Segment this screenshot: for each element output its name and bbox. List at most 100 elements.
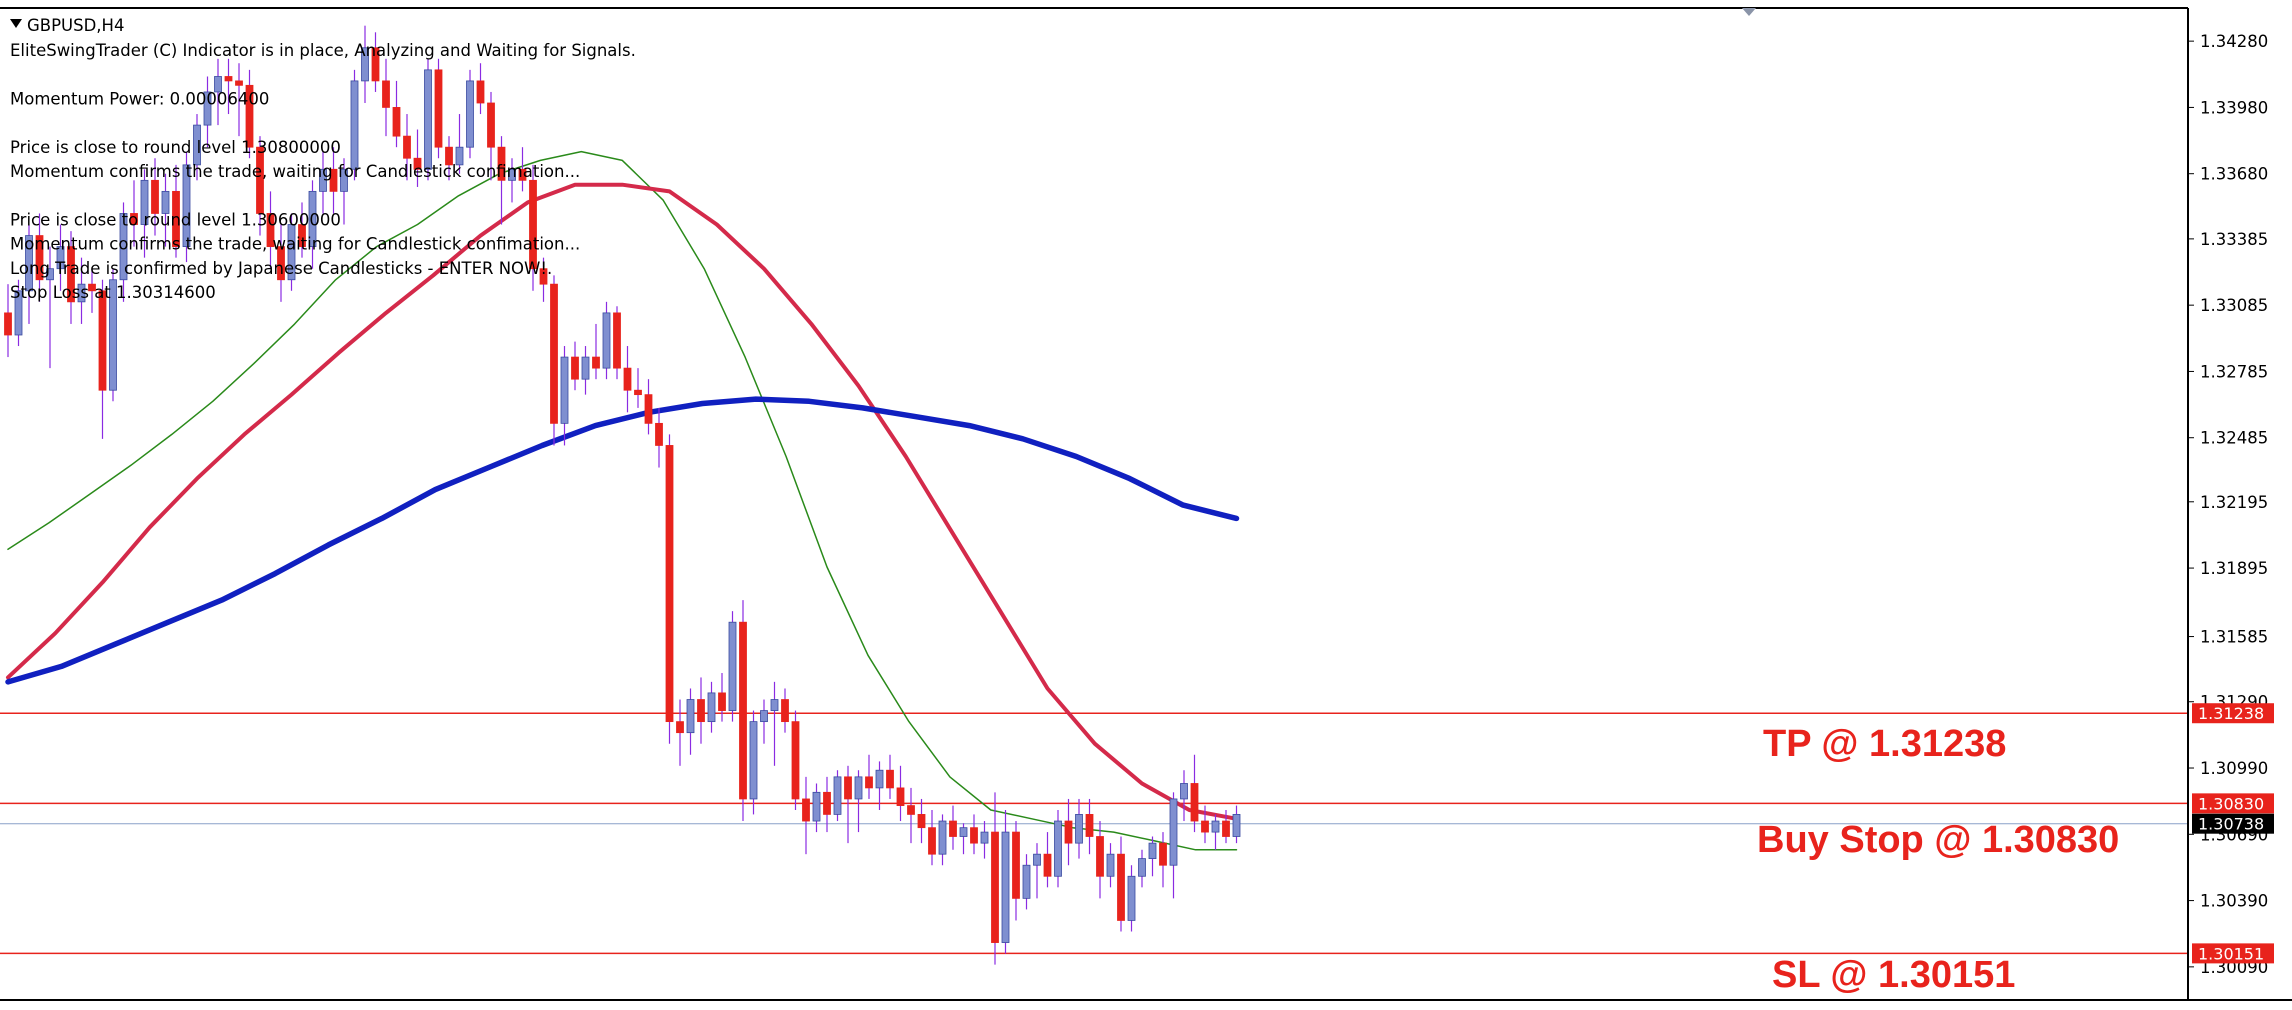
- candle: [1001, 809, 1010, 954]
- candle: [1012, 821, 1020, 921]
- candlesticks: [4, 25, 1241, 965]
- candle-body-bull: [749, 721, 758, 800]
- symbol-title: GBPUSD,H4: [27, 16, 124, 35]
- candle-body-bull: [1232, 814, 1241, 837]
- candle: [256, 136, 264, 236]
- candle: [518, 147, 527, 192]
- candle: [1127, 865, 1136, 932]
- candle-body-bull: [1001, 831, 1010, 943]
- candle-body-bull: [1054, 820, 1062, 877]
- candle: [392, 80, 401, 148]
- candle: [823, 776, 831, 833]
- candle-body-bear: [403, 135, 411, 159]
- candle: [476, 63, 485, 115]
- info-line: Price is close to round level 1.30800000: [10, 138, 341, 157]
- candle: [350, 69, 359, 181]
- candle-body-bear: [382, 80, 390, 108]
- candle: [571, 341, 579, 391]
- candle-body-bear: [1117, 853, 1125, 921]
- info-line: Stop Loss at 1.30314600: [10, 283, 216, 302]
- candle: [172, 164, 180, 258]
- price-tag-box: [2192, 703, 2274, 724]
- candle-body-bear: [1201, 820, 1209, 833]
- candle: [266, 191, 275, 269]
- candle: [1211, 814, 1220, 850]
- candle-body-bear: [676, 721, 684, 734]
- candle: [98, 279, 107, 439]
- candle: [1033, 843, 1041, 899]
- candle: [214, 58, 222, 126]
- candle-body-bear: [550, 283, 558, 424]
- candle: [718, 673, 726, 722]
- candle: [1232, 805, 1241, 844]
- candle-body-bear: [823, 791, 831, 815]
- candle-body-bear: [592, 356, 600, 369]
- candle: [1222, 809, 1230, 844]
- candle: [529, 164, 537, 291]
- candle-body-bull: [361, 47, 369, 82]
- candle: [371, 32, 380, 92]
- candle: [319, 151, 327, 214]
- candle-body-bear: [1085, 814, 1094, 837]
- candle: [644, 379, 653, 435]
- candle-body-bull: [854, 776, 863, 800]
- axis-tick-label: 1.30390: [2200, 892, 2268, 911]
- candle-body-bear: [739, 621, 747, 800]
- candle-body-bull: [760, 710, 768, 723]
- candle: [1159, 832, 1167, 888]
- candle: [592, 323, 600, 380]
- candle-body-bull: [1211, 820, 1220, 833]
- axis-tick-label: 1.33085: [2200, 296, 2268, 315]
- candle: [791, 710, 800, 810]
- shift-marker-icon[interactable]: [1742, 8, 1756, 16]
- candle-body-bear: [865, 776, 873, 789]
- candle-body-bear: [844, 776, 852, 800]
- candle-body-bear: [245, 84, 254, 148]
- candle: [739, 600, 747, 822]
- info-line: Momentum Power: 0.00006400: [10, 89, 269, 108]
- axis-tick-label: 1.34280: [2200, 32, 2268, 51]
- candle-body-bull: [959, 827, 968, 837]
- candle-body-bear: [434, 69, 443, 148]
- candle-body-bear: [1043, 853, 1052, 877]
- candle-body-bull: [319, 168, 327, 192]
- candle-body-bull: [707, 692, 716, 723]
- info-line: EliteSwingTrader (C) Indicator is in pla…: [10, 41, 636, 60]
- candle-body-bull: [424, 69, 432, 170]
- info-line: Momentum confirms the trade, waiting for…: [10, 162, 580, 181]
- candle: [991, 792, 999, 965]
- candle: [749, 710, 758, 815]
- candle-body-bull: [938, 820, 947, 855]
- candle-body-bear: [4, 312, 12, 336]
- candle-body-bear: [907, 805, 915, 815]
- candle-body-bear: [791, 721, 800, 800]
- axis-tick-label: 1.31585: [2200, 628, 2268, 647]
- candle: [686, 688, 695, 755]
- candle-body-bull: [182, 164, 191, 248]
- candle-body-bull: [581, 356, 590, 380]
- candle-body-bear: [235, 80, 243, 86]
- symbol-menu-triangle-icon[interactable]: [10, 19, 22, 28]
- candle: [581, 346, 590, 395]
- axis-tick-label: 1.32485: [2200, 429, 2268, 448]
- candle-body-bull: [1169, 798, 1178, 866]
- candle: [781, 688, 789, 733]
- candle-body-bull: [560, 356, 569, 424]
- candle-body-bull: [1033, 853, 1041, 866]
- candle: [119, 202, 128, 302]
- candle: [1096, 821, 1104, 899]
- candle-body-bull: [812, 791, 821, 822]
- candle: [1054, 809, 1062, 888]
- candle-body-bear: [665, 445, 674, 723]
- candle: [140, 169, 149, 258]
- candle: [1148, 836, 1157, 877]
- candle-body-bear: [634, 389, 642, 396]
- candle: [25, 224, 33, 324]
- candle-body-bull: [833, 776, 842, 815]
- candle-body-bull: [1022, 864, 1031, 899]
- candle-body-bull: [14, 290, 23, 336]
- candle: [340, 158, 348, 225]
- ma-fast-line: [7, 150, 1238, 851]
- candle-body-bull: [1180, 783, 1188, 800]
